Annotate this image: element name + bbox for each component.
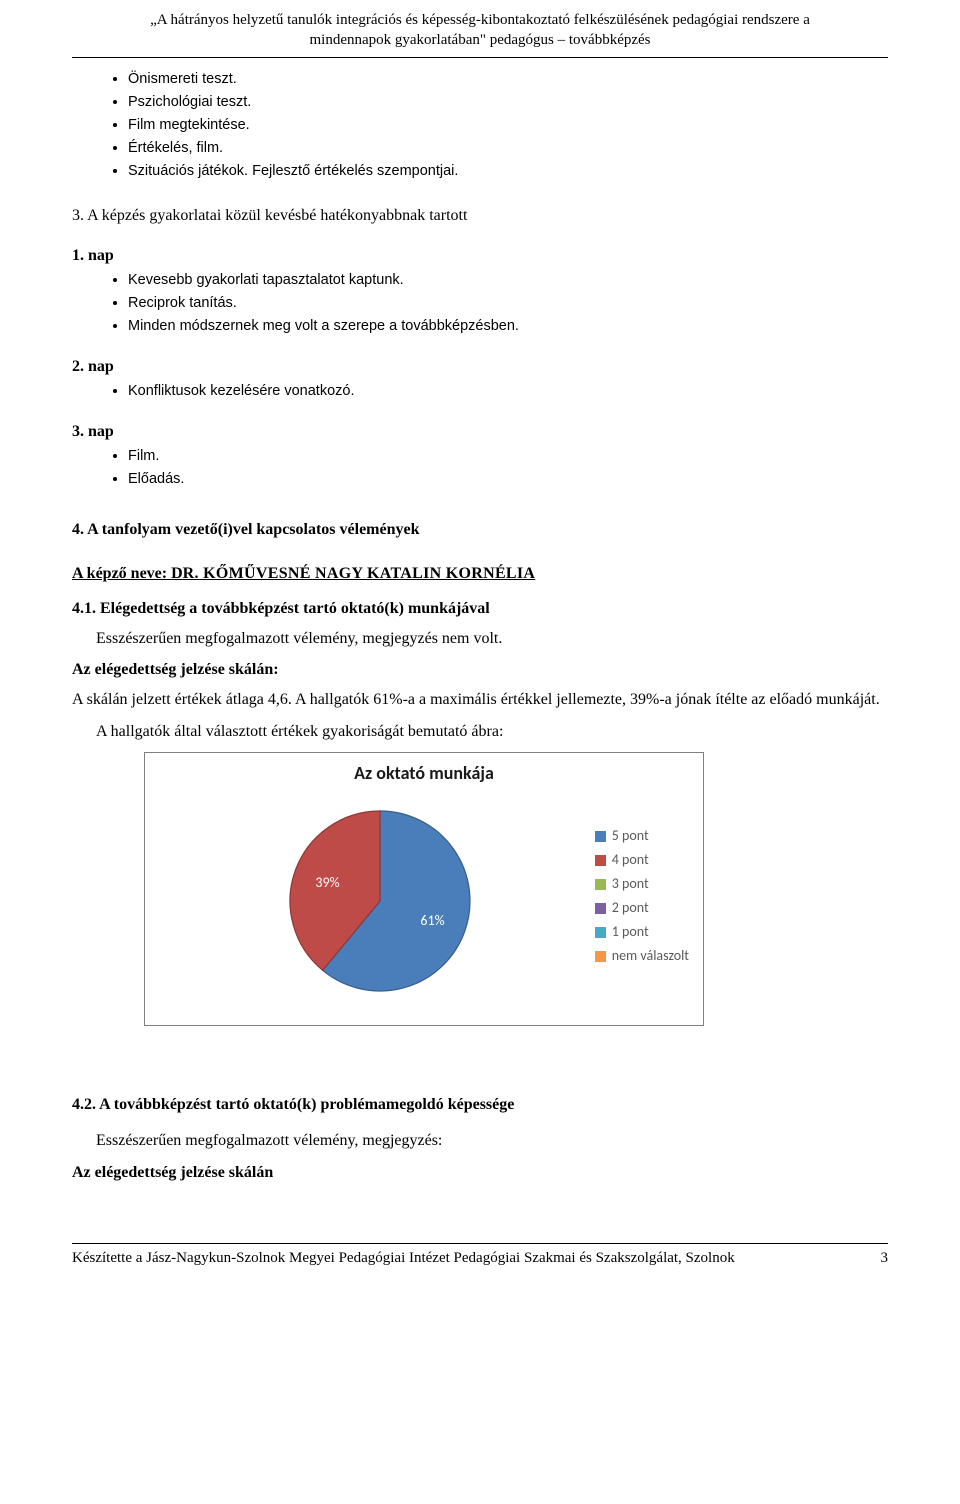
trainer-name: R. KŐMŰVESNÉ NAGY KATALIN KORNÉLIA — [183, 565, 536, 582]
list-item: Minden módszernek meg volt a szerepe a t… — [128, 315, 888, 338]
legend-label: 5 pont — [612, 827, 649, 846]
pie-chart: Az oktató munkája 61% 39% 5 pont 4 pont 3 p… — [144, 752, 704, 1026]
sub41-title: 4.1. Elégedettség a továbbképzést tartó … — [72, 598, 888, 620]
sub42-para2: Az elégedettség jelzése skálán — [72, 1162, 888, 1184]
list-item: Film. — [128, 445, 888, 468]
day2-list: Konfliktusok kezelésére vonatkozó. — [120, 380, 888, 403]
legend-swatch — [595, 855, 606, 866]
trainer-line: A képző neve: DR. KŐMŰVESNÉ NAGY KATALIN… — [72, 563, 888, 585]
pie-slice-label: 39% — [315, 874, 339, 891]
section4-title: 4. A tanfolyam vezető(i)vel kapcsolatos … — [72, 519, 888, 541]
sub41-para1: Esszészerűen megfogalmazott vélemény, me… — [72, 628, 888, 650]
footer-left: Készítette a Jász-Nagykun-Szolnok Megyei… — [72, 1248, 735, 1268]
legend-item: 2 pont — [595, 899, 689, 918]
pie-slice-label: 61% — [420, 912, 444, 929]
sub42-para1: Esszészerűen megfogalmazott vélemény, me… — [72, 1130, 888, 1152]
chart-legend: 5 pont 4 pont 3 pont 2 pont 1 pont nem válasz… — [595, 822, 689, 970]
day3-label: 3. nap — [72, 421, 888, 443]
list-item: Szituációs játékok. Fejlesztő értékelés … — [128, 160, 888, 183]
legend-item: 1 pont — [595, 923, 689, 942]
header-line2: mindennapok gyakorlatában" pedagógus – t… — [309, 32, 650, 48]
day1-list: Kevesebb gyakorlati tapasztalatot kaptun… — [120, 269, 888, 339]
pie-svg: 61% 39% — [240, 791, 490, 1001]
legend-label: nem válaszolt — [612, 947, 689, 966]
legend-label: 1 pont — [612, 923, 649, 942]
trainer-label: A képző neve: — [72, 565, 171, 582]
trainer-prefix: D — [171, 565, 183, 582]
header-line1: „A hátrányos helyzetű tanulók integráció… — [150, 12, 810, 28]
legend-label: 2 pont — [612, 899, 649, 918]
legend-label: 4 pont — [612, 851, 649, 870]
sub41-para2: Az elégedettség jelzése skálán: — [72, 659, 888, 681]
pie-wrap: 61% 39% — [159, 791, 571, 1001]
legend-item: 4 pont — [595, 851, 689, 870]
list-item: Konfliktusok kezelésére vonatkozó. — [128, 380, 888, 403]
day3-list: Film. Előadás. — [120, 445, 888, 491]
legend-swatch — [595, 903, 606, 914]
list-item: Pszichológiai teszt. — [128, 91, 888, 114]
list-item: Előadás. — [128, 468, 888, 491]
page-header: „A hátrányos helyzetű tanulók integráció… — [72, 10, 888, 58]
legend-swatch — [595, 879, 606, 890]
legend-item: 5 pont — [595, 827, 689, 846]
list-item: Kevesebb gyakorlati tapasztalatot kaptun… — [128, 269, 888, 292]
legend-swatch — [595, 831, 606, 842]
list-item: Önismereti teszt. — [128, 68, 888, 91]
chart-caption: A hallgatók által választott értékek gya… — [72, 721, 888, 743]
legend-item: 3 pont — [595, 875, 689, 894]
list-item: Reciprok tanítás. — [128, 292, 888, 315]
sub41-para3: A skálán jelzett értékek átlaga 4,6. A h… — [72, 689, 888, 711]
legend-label: 3 pont — [612, 875, 649, 894]
chart-title: Az oktató munkája — [159, 761, 689, 785]
legend-swatch — [595, 951, 606, 962]
top-bullet-list: Önismereti teszt. Pszichológiai teszt. F… — [120, 68, 888, 184]
section3-title: 3. A képzés gyakorlatai közül kevésbé ha… — [72, 205, 888, 227]
day1-label: 1. nap — [72, 245, 888, 267]
legend-item: nem válaszolt — [595, 947, 689, 966]
list-item: Film megtekintése. — [128, 114, 888, 137]
page-footer: Készítette a Jász-Nagykun-Szolnok Megyei… — [72, 1243, 888, 1268]
legend-swatch — [595, 927, 606, 938]
page-number: 3 — [881, 1248, 889, 1268]
day2-label: 2. nap — [72, 356, 888, 378]
chart-body: 61% 39% 5 pont 4 pont 3 pont 2 pont 1 pont nem… — [159, 791, 689, 1001]
list-item: Értékelés, film. — [128, 137, 888, 160]
sub42-title: 4.2. A továbbképzést tartó oktató(k) pro… — [72, 1094, 888, 1116]
